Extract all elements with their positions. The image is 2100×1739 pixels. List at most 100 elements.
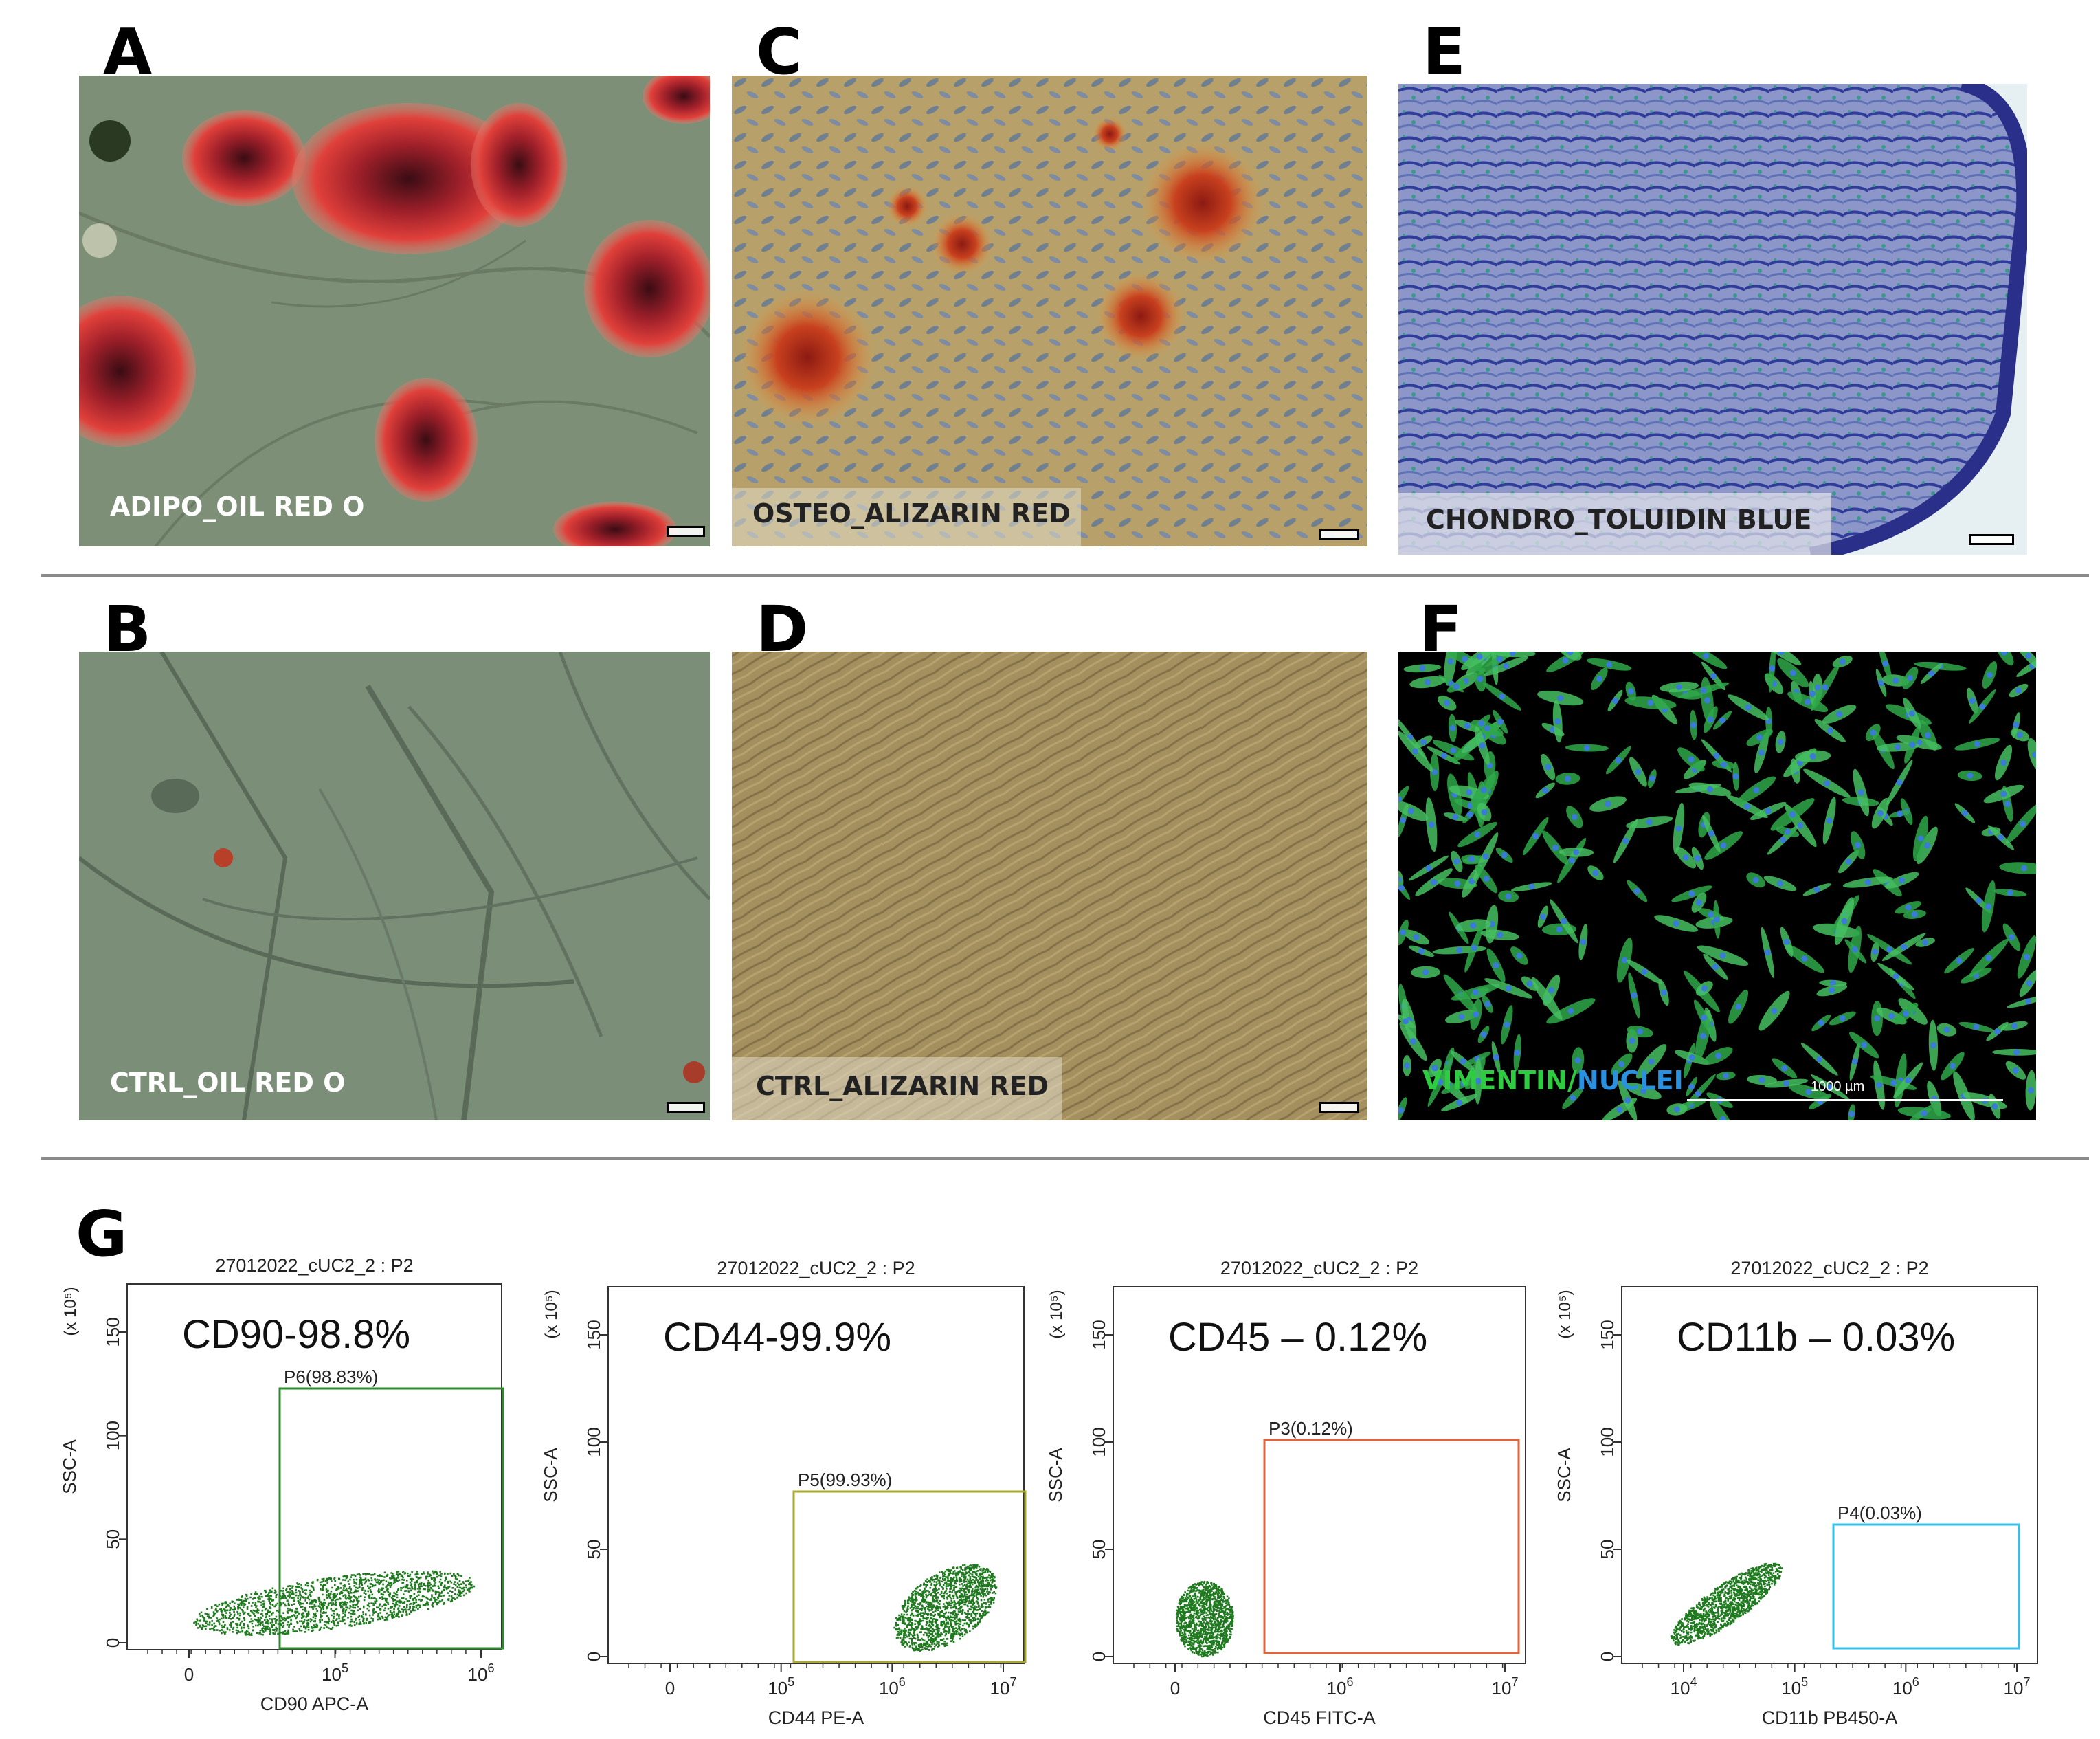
plot-frame bbox=[1621, 1286, 2038, 1664]
scale-bar-f bbox=[1687, 1099, 2003, 1101]
marker-percentage: CD44-99.9% bbox=[663, 1315, 892, 1360]
ctrl-oil-cells-image bbox=[79, 652, 710, 1120]
scale-bar-d bbox=[1319, 1102, 1359, 1113]
caption-vimentin-label: VIMENTIN bbox=[1422, 1065, 1567, 1096]
flow-plot-3: P3(0.12%) 0 50 100 150 SSC-A (x 10⁵) 0 106 107 CD4… bbox=[1045, 1286, 1526, 1728]
x-axis-label: CD11b PB450-A bbox=[1762, 1707, 1898, 1728]
y-tick-label: 0 bbox=[1088, 1652, 1109, 1661]
x-tick-label: 107 bbox=[2004, 1675, 2031, 1698]
y-tick-label: 150 bbox=[102, 1317, 123, 1347]
scatter-events bbox=[1175, 1580, 1234, 1658]
y-axis-unit: (x 10⁵) bbox=[1556, 1289, 1574, 1338]
caption-ctrl-alizarin: CTRL_ALIZARIN RED bbox=[756, 1071, 1049, 1101]
chondro-pellet-image bbox=[1398, 84, 2027, 555]
gate-label: P4(0.03%) bbox=[1838, 1503, 1922, 1523]
caption-ctrl-oil: CTRL_OIL RED O bbox=[110, 1067, 346, 1098]
y-tick-label: 50 bbox=[583, 1540, 604, 1560]
y-tick-label: 100 bbox=[1597, 1427, 1618, 1456]
panel-letter-e: E bbox=[1422, 15, 1466, 89]
y-axis-unit: (x 10⁵) bbox=[1047, 1289, 1066, 1338]
panel-letter-a: A bbox=[103, 15, 153, 89]
plot-title: 27012022_cUC2_2 : P2 bbox=[1220, 1258, 1419, 1278]
y-tick-label: 0 bbox=[102, 1638, 123, 1648]
marker-percentage: CD11b – 0.03% bbox=[1677, 1315, 1956, 1360]
x-axis-label: CD45 FITC-A bbox=[1263, 1707, 1376, 1728]
marker-percentage: CD45 – 0.12% bbox=[1168, 1315, 1428, 1360]
x-tick-label: 0 bbox=[1170, 1678, 1180, 1698]
micrograph-chondro-toluidin: CHONDRO_TOLUIDIN BLUE bbox=[1398, 84, 2027, 555]
y-tick-label: 150 bbox=[1597, 1320, 1618, 1349]
micrograph-vimentin-nuclei: VIMENTIN/NUCLEI 1000 µm bbox=[1398, 652, 2036, 1120]
caption-adipo: ADIPO_OIL RED O bbox=[110, 491, 365, 522]
gate-label: P5(99.93%) bbox=[798, 1470, 892, 1490]
y-tick-label: 100 bbox=[1088, 1427, 1109, 1456]
flow-plot-2: P5(99.93%) 0 50 100 150 SSC-A (x 10⁵) 0 105 106 10… bbox=[540, 1286, 1027, 1728]
y-axis-unit: (x 10⁵) bbox=[61, 1287, 80, 1336]
adipo-cells-image bbox=[79, 76, 710, 546]
plot-title: 27012022_cUC2_2 : P2 bbox=[717, 1258, 915, 1278]
y-tick-label: 50 bbox=[102, 1529, 123, 1549]
caption-chondro: CHONDRO_TOLUIDIN BLUE bbox=[1426, 505, 1812, 535]
plot-frame bbox=[607, 1286, 1025, 1664]
x-axis-label: CD44 PE-A bbox=[768, 1707, 864, 1728]
gate-box bbox=[278, 1387, 504, 1650]
plot-frame bbox=[126, 1283, 502, 1650]
x-tick-label: 105 bbox=[1781, 1675, 1808, 1698]
flow-plot-4: P4(0.03%) 0 50 100 150 SSC-A (x 10⁵) 104 105 106 1… bbox=[1554, 1286, 2038, 1728]
x-tick-label: 0 bbox=[665, 1678, 675, 1698]
x-tick-label: 106 bbox=[468, 1661, 495, 1685]
x-axis-label: CD90 APC-A bbox=[260, 1694, 369, 1714]
y-axis-unit: (x 10⁵) bbox=[542, 1289, 561, 1338]
micrograph-osteo-alizarin: OSTEO_ALIZARIN RED bbox=[732, 76, 1367, 546]
scale-bar-c bbox=[1319, 529, 1359, 540]
y-tick-label: 50 bbox=[1597, 1540, 1618, 1560]
x-tick-label: 107 bbox=[990, 1675, 1017, 1698]
x-tick-label: 106 bbox=[1327, 1675, 1354, 1698]
plot-title: 27012022_cUC2_2 : P2 bbox=[1730, 1258, 1929, 1278]
caption-separator: / bbox=[1567, 1065, 1577, 1096]
ctrl-alizarin-cells-image bbox=[732, 652, 1367, 1120]
osteo-cells-image bbox=[732, 76, 1367, 546]
scatter-events bbox=[1670, 1562, 1783, 1646]
caption-box-osteo bbox=[732, 488, 1081, 546]
x-tick-label: 107 bbox=[1492, 1675, 1519, 1698]
micrograph-adipo-oil-red: ADIPO_OIL RED O bbox=[79, 76, 710, 546]
gate-box bbox=[1263, 1439, 1520, 1654]
x-tick-label: 105 bbox=[322, 1661, 348, 1685]
scatter-events bbox=[193, 1570, 476, 1636]
y-axis-label: SSC-A bbox=[1554, 1448, 1574, 1503]
y-tick-label: 150 bbox=[1088, 1320, 1109, 1349]
divider-bottom bbox=[41, 1157, 2089, 1160]
x-tick-label: 105 bbox=[768, 1675, 794, 1698]
plot-title: 27012022_cUC2_2 : P2 bbox=[215, 1255, 414, 1276]
scatter-events bbox=[893, 1564, 998, 1652]
y-tick-label: 0 bbox=[583, 1652, 604, 1661]
scale-bar-a bbox=[667, 526, 705, 537]
y-tick-label: 100 bbox=[102, 1421, 123, 1450]
x-tick-label: 106 bbox=[1892, 1675, 1919, 1698]
gate-label: P3(0.12%) bbox=[1269, 1418, 1353, 1439]
scale-label-f: 1000 µm bbox=[1811, 1079, 1865, 1094]
micrograph-ctrl-alizarin: CTRL_ALIZARIN RED bbox=[732, 652, 1367, 1120]
y-tick-label: 50 bbox=[1088, 1540, 1109, 1560]
panel-letter-c: C bbox=[756, 15, 803, 89]
scale-bar-b bbox=[667, 1102, 705, 1113]
caption-vimentin: VIMENTIN/NUCLEI bbox=[1422, 1065, 1684, 1096]
vimentin-cells-image bbox=[1398, 652, 2036, 1120]
caption-nuclei-label: NUCLEI bbox=[1576, 1065, 1684, 1096]
caption-box-chondro bbox=[1398, 493, 1831, 555]
y-tick-label: 150 bbox=[583, 1320, 604, 1349]
panel-letter-d: D bbox=[756, 592, 809, 666]
x-tick-label: 106 bbox=[879, 1675, 906, 1698]
plot-frame bbox=[1113, 1286, 1526, 1664]
y-tick-label: 0 bbox=[1597, 1652, 1618, 1661]
gate-box bbox=[1832, 1523, 2020, 1650]
panel-letter-f: F bbox=[1419, 592, 1462, 666]
flow-plot-1: P6(98.83%) 0 50 100 150 SSC-A (x 10⁵) 0 105 106 CD… bbox=[59, 1283, 504, 1714]
gate-box bbox=[792, 1490, 1027, 1663]
panel-letter-g: G bbox=[76, 1197, 128, 1271]
caption-osteo: OSTEO_ALIZARIN RED bbox=[752, 498, 1071, 529]
y-tick-label: 100 bbox=[583, 1427, 604, 1456]
micrograph-ctrl-oil-red: CTRL_OIL RED O bbox=[79, 652, 710, 1120]
y-axis-label: SSC-A bbox=[1045, 1448, 1066, 1503]
